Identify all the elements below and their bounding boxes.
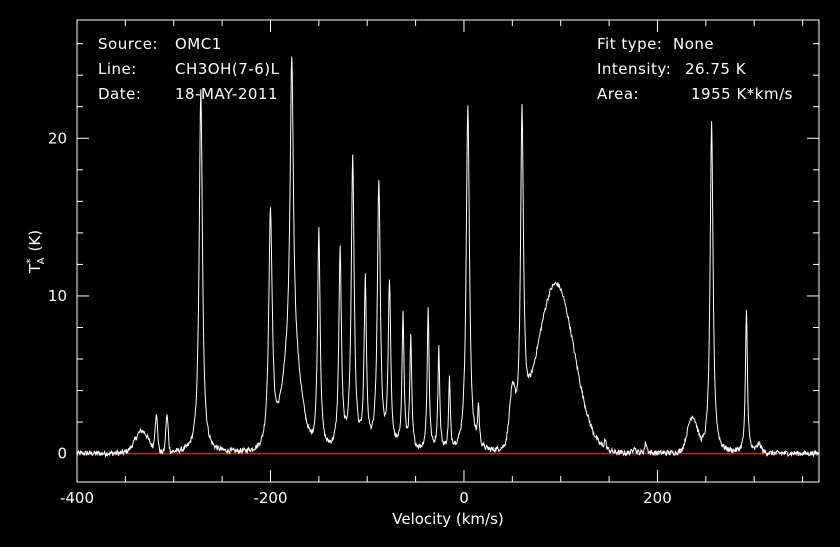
- y-tick-label: 0: [57, 445, 67, 463]
- x-tick-label: -400: [60, 489, 94, 507]
- y-axis-label: T*A(K): [24, 230, 47, 274]
- area-value: 1955 K*km/s: [691, 85, 793, 103]
- fit-type-label: Fit type:: [597, 35, 663, 53]
- y-tick-label: 20: [48, 129, 67, 147]
- source-label: Source:: [98, 35, 159, 53]
- area-label: Area:: [597, 85, 640, 103]
- source-value: OMC1: [175, 35, 222, 53]
- x-tick-label: -200: [253, 489, 287, 507]
- x-tick-labels: -400 -200 0 200: [60, 489, 672, 507]
- fit-type-value: None: [673, 35, 715, 53]
- date-value: 18-MAY-2011: [175, 85, 279, 103]
- y-tick-labels: 0 10 20: [48, 129, 67, 462]
- date-label: Date:: [98, 85, 142, 103]
- intensity-label: Intensity:: [597, 60, 672, 78]
- x-tick-label: 200: [643, 489, 672, 507]
- axis-ticks: [76, 20, 819, 482]
- intensity-value: 26.75 K: [685, 60, 747, 78]
- line-value: CH3OH(7-6)L: [175, 60, 280, 78]
- svg-text:T*A(K): T*A(K): [24, 230, 47, 274]
- plot-frame: [76, 19, 820, 483]
- x-tick-label: 0: [459, 489, 469, 507]
- spectrum-series: [76, 56, 820, 458]
- y-tick-label: 10: [48, 287, 67, 305]
- line-label: Line:: [98, 60, 137, 78]
- x-axis-label: Velocity (km/s): [392, 510, 503, 528]
